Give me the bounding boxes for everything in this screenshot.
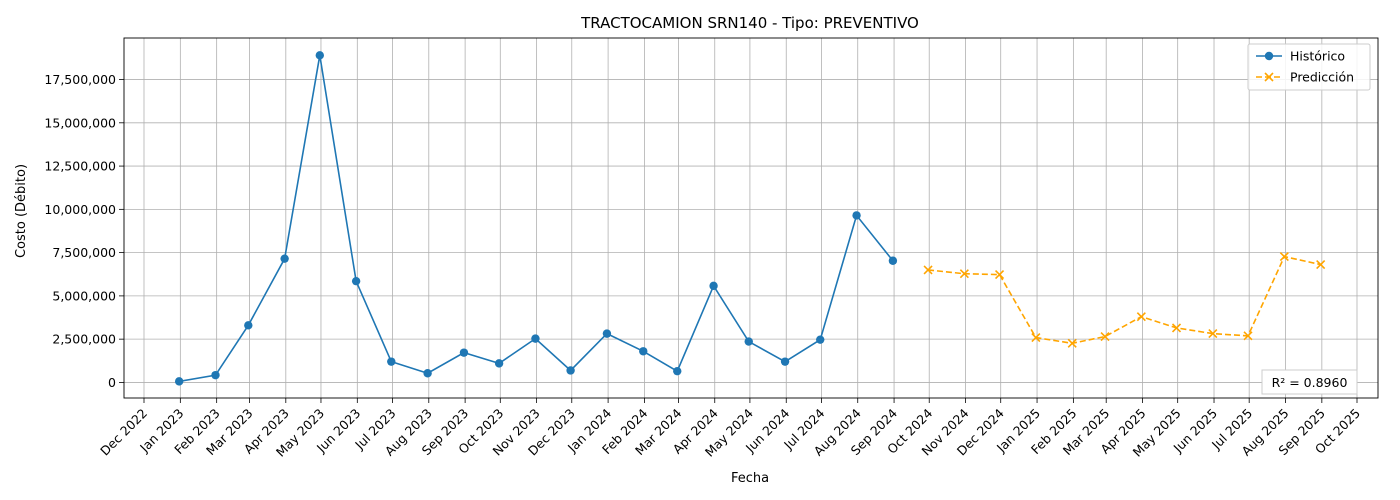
prediction-point <box>1100 331 1110 342</box>
prediction-point <box>1279 252 1289 262</box>
historical-point <box>423 369 432 378</box>
prediction-point <box>1067 338 1077 348</box>
historical-point <box>566 366 575 375</box>
y-tick-label: 0 <box>108 375 116 390</box>
historical-point <box>211 370 220 380</box>
prediction-point <box>1136 312 1146 322</box>
historical-point <box>709 281 718 291</box>
x-marker-stroke <box>1067 338 1077 348</box>
x-marker-stroke <box>923 265 933 275</box>
y-tick-label: 15,000,000 <box>44 115 116 130</box>
x-marker-stroke <box>1031 333 1041 343</box>
historical-point <box>244 321 253 330</box>
historical-point <box>174 377 184 386</box>
x-marker-stroke <box>1279 252 1289 262</box>
historical-series-line <box>179 55 894 383</box>
x-marker-stroke <box>1208 329 1218 339</box>
prediction-point <box>1243 331 1253 341</box>
historical-point <box>315 51 324 60</box>
historical-point <box>744 337 753 346</box>
prediction-point <box>1316 259 1326 270</box>
prediction-point <box>923 265 933 275</box>
prediction-point <box>1031 333 1041 343</box>
x-marker-stroke <box>1136 312 1146 322</box>
x-marker-stroke <box>1100 331 1110 342</box>
x-marker-stroke <box>1171 323 1182 333</box>
plot-frame <box>123 37 1379 399</box>
legend-prediction-marker <box>1264 72 1274 82</box>
y-tick-label: 17,500,000 <box>44 72 116 87</box>
legend: Histórico Predicción <box>1247 43 1371 91</box>
prediction-point <box>1208 329 1218 339</box>
y-tick-label: 12,500,000 <box>44 159 116 174</box>
prediction-point <box>994 270 1005 280</box>
historical-point <box>351 276 361 286</box>
y-tick-label: 10,000,000 <box>44 202 116 217</box>
prediction-point <box>1171 323 1182 333</box>
historical-point <box>459 348 469 357</box>
legend-historical-label: Histórico <box>1290 49 1345 64</box>
y-axis-title: Costo (Débito) <box>14 164 29 258</box>
x-marker-stroke <box>1316 259 1326 270</box>
chart-title: TRACTOCAMION SRN140 - Tipo: PREVENTIVO <box>580 14 919 32</box>
r2-annotation-box <box>1261 369 1358 395</box>
historical-point <box>639 347 648 356</box>
series-layer <box>174 51 1326 386</box>
historical-point <box>888 256 898 265</box>
x-marker-stroke <box>959 269 969 279</box>
x-marker-stroke <box>1264 72 1274 82</box>
x-axis-title: Fecha <box>731 471 769 486</box>
historical-point <box>780 357 790 366</box>
x-marker-stroke <box>1243 331 1253 341</box>
r2-annotation-text: R² = 0.8960 <box>1272 375 1348 390</box>
historical-point <box>673 366 682 376</box>
historical-point <box>494 359 504 368</box>
historical-point <box>852 211 861 220</box>
historical-point <box>280 254 289 263</box>
prediction-series-line <box>927 255 1321 345</box>
y-tick-label: 5,000,000 <box>52 288 116 303</box>
y-tick-label: 2,500,000 <box>52 332 116 347</box>
historical-point <box>602 329 612 338</box>
legend-prediction-label: Predicción <box>1290 70 1354 85</box>
historical-point <box>816 335 825 344</box>
prediction-point <box>959 269 969 279</box>
legend-historical-marker <box>1264 51 1274 61</box>
historical-point <box>387 357 396 366</box>
y-tick-label: 7,500,000 <box>52 245 116 260</box>
grid <box>124 38 1378 398</box>
historical-point <box>531 334 540 343</box>
x-marker-stroke <box>994 270 1005 280</box>
r2-annotation: R² = 0.8960 <box>1261 369 1358 395</box>
